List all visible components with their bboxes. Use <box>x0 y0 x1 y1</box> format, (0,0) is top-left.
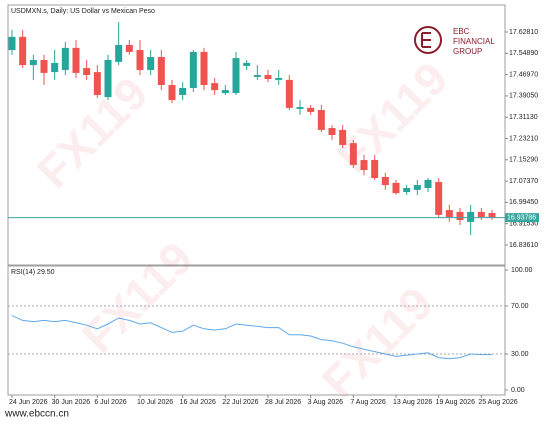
rsi-title: RSI(14) 29.50 <box>11 269 55 276</box>
y-tick-label: 17.23210 <box>509 135 538 142</box>
candle-body <box>371 160 379 179</box>
candle-body <box>104 59 112 98</box>
candle-body <box>61 47 69 70</box>
candle-body <box>435 182 443 215</box>
y-tick-label: 17.15290 <box>509 157 538 164</box>
y-tick-label: 16.83610 <box>509 242 538 249</box>
candle-body <box>488 213 496 218</box>
x-tick-label: 28 Jul 2026 <box>265 399 301 406</box>
y-tick-label: 16.91530 <box>509 221 538 228</box>
x-tick-label: 6 Jul 2026 <box>94 399 126 406</box>
watermark: FX119 <box>27 67 158 198</box>
candle-body <box>264 75 272 80</box>
candle-body <box>477 211 485 218</box>
x-tick-label: 13 Aug 2026 <box>393 399 432 406</box>
x-tick-label: 30 Jun 2026 <box>52 399 91 406</box>
candle-body <box>125 44 133 52</box>
y-tick-label: 0.00 <box>511 387 525 394</box>
candle-body <box>200 51 208 86</box>
candle-body <box>392 182 400 194</box>
candle-body <box>232 58 240 94</box>
y-tick-label: 100.00 <box>511 267 533 274</box>
candle-body <box>136 50 144 70</box>
x-tick-label: 10 Jul 2026 <box>137 399 173 406</box>
x-tick-label: 16 Jul 2026 <box>180 399 216 406</box>
watermark: FX119 <box>312 277 443 408</box>
watermark: FX119 <box>72 232 203 363</box>
logo-icon <box>414 26 442 54</box>
chart-title: USDMXN.s, Daily: US Dollar vs Mexican Pe… <box>11 8 155 15</box>
candle-body <box>243 62 251 66</box>
candle-body <box>360 160 368 170</box>
watermark: FX119 <box>327 52 458 183</box>
y-tick-label: 17.54890 <box>509 50 538 57</box>
candle-body <box>413 185 421 190</box>
footer: www.ebccn.cn <box>4 409 69 420</box>
logo: EBC FINANCIAL GROUP <box>414 26 495 56</box>
x-tick-label: 25 Aug 2026 <box>478 399 517 406</box>
y-tick-label: 16.99450 <box>509 199 538 206</box>
candle-body <box>189 51 197 88</box>
y-tick-label: 17.62810 <box>509 29 538 36</box>
candle-body <box>83 68 91 76</box>
candle-body <box>211 83 219 91</box>
candle-body <box>424 179 432 189</box>
rsi-panel <box>7 265 506 396</box>
candle-body <box>40 59 48 73</box>
candle-body <box>8 36 16 51</box>
candle-body <box>403 188 411 193</box>
x-tick-label: 3 Aug 2026 <box>308 399 344 406</box>
candle-body <box>317 110 325 130</box>
x-tick-label: 22 Jul 2026 <box>222 399 258 406</box>
candle-body <box>29 59 37 66</box>
logo-mark <box>421 32 431 48</box>
x-tick-label: 19 Aug 2026 <box>436 399 475 406</box>
candle-body <box>147 57 155 70</box>
logo-name: EBC <box>453 27 470 36</box>
logo-line: FINANCIAL <box>453 37 495 46</box>
candle-body <box>456 211 464 221</box>
x-tick-label: 24 Jun 2026 <box>9 399 48 406</box>
candle-body <box>51 62 59 73</box>
y-tick-label: 70.00 <box>511 303 529 310</box>
candle-body <box>349 143 357 165</box>
y-tick-label: 17.39050 <box>509 93 538 100</box>
current-price-tag <box>505 213 539 223</box>
price-panel <box>7 4 506 266</box>
y-tick-label: 17.07370 <box>509 178 538 185</box>
y-tick-label: 17.31130 <box>509 114 538 121</box>
candle-body <box>19 36 27 66</box>
x-tick-label: 7 Aug 2026 <box>350 399 386 406</box>
y-tick-label: 30.00 <box>511 351 529 358</box>
candle-body <box>445 210 453 218</box>
candle-body <box>168 85 176 101</box>
candle-body <box>157 57 165 86</box>
candle-body <box>275 78 283 80</box>
candle-body <box>381 176 389 186</box>
candle-body <box>296 107 304 109</box>
candle-body <box>179 87 187 95</box>
candle-body <box>221 90 229 94</box>
candle-body <box>253 75 261 77</box>
candle-body <box>307 107 315 112</box>
candle-body <box>93 72 101 95</box>
candle-body <box>328 128 336 136</box>
logo-line: GROUP <box>453 47 482 56</box>
y-tick-label: 17.46970 <box>509 71 538 78</box>
current-price-label: 16.93786 <box>507 214 536 221</box>
candle-body <box>72 47 80 73</box>
candle-body <box>285 79 293 108</box>
candle-body <box>467 211 475 222</box>
candle-body <box>115 44 123 62</box>
rsi-line <box>11 315 492 360</box>
candle-body <box>339 129 347 145</box>
